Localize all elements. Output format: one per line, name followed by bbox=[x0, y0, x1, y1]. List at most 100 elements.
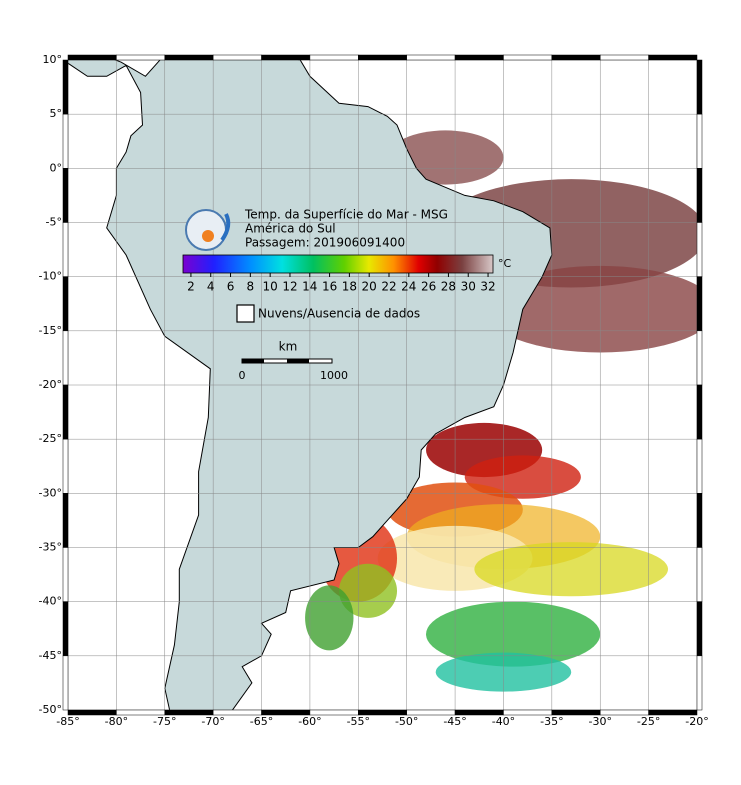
frame-seg bbox=[551, 54, 601, 61]
colorbar bbox=[182, 254, 494, 274]
x-tick-label: -20° bbox=[685, 715, 708, 728]
y-tick-label: 5° bbox=[50, 107, 63, 120]
colorbar-tick-label: 4 bbox=[207, 280, 215, 294]
scale-unit: km bbox=[279, 340, 298, 354]
frame-seg bbox=[116, 709, 166, 716]
frame-seg bbox=[696, 601, 703, 657]
frame-seg bbox=[62, 655, 69, 711]
y-tick-label: -5° bbox=[46, 216, 62, 229]
inpe-logo bbox=[185, 209, 231, 251]
x-tick-label: -50° bbox=[395, 715, 418, 728]
region: América do Sul bbox=[245, 222, 336, 236]
frame-seg bbox=[62, 493, 69, 548]
overlay: Temp. da Superfície do Mar - MSG América… bbox=[182, 208, 512, 382]
frame-seg bbox=[62, 547, 69, 602]
frame-seg bbox=[696, 547, 703, 602]
frame-seg bbox=[696, 59, 703, 115]
colorbar-tick-label: 30 bbox=[461, 280, 476, 294]
x-tick-label: -60° bbox=[298, 715, 321, 728]
frame-seg bbox=[696, 330, 703, 386]
y-tick-label: -25° bbox=[39, 432, 62, 445]
colorbar-tick-label: 28 bbox=[441, 280, 456, 294]
colorbar-tick-label: 16 bbox=[322, 280, 337, 294]
frame-seg bbox=[212, 54, 262, 61]
colorbar-tick-label: 12 bbox=[282, 280, 297, 294]
frame-seg bbox=[67, 709, 117, 716]
frame-seg bbox=[454, 709, 504, 716]
scale-bar-seg bbox=[242, 359, 264, 363]
sst-patch bbox=[338, 563, 398, 618]
frame-seg bbox=[696, 168, 703, 223]
frame-seg bbox=[696, 655, 703, 711]
pass-time: Passagem: 201906091400 bbox=[245, 236, 405, 250]
y-tick-label: -15° bbox=[39, 324, 62, 337]
y-tick-label: -40° bbox=[39, 595, 62, 608]
frame-seg bbox=[261, 709, 311, 716]
legend-swatch bbox=[236, 304, 255, 323]
plot-area bbox=[68, 60, 697, 710]
frame-seg bbox=[62, 113, 69, 169]
title: Temp. da Superfície do Mar - MSG bbox=[244, 208, 448, 222]
x-tick-label: -45° bbox=[443, 715, 466, 728]
frame-seg bbox=[62, 168, 69, 223]
frame-seg bbox=[164, 709, 214, 716]
colorbar-tick-label: 26 bbox=[421, 280, 436, 294]
colorbar-tick-label: 6 bbox=[227, 280, 235, 294]
colorbar-tick-label: 32 bbox=[480, 280, 495, 294]
frame-seg bbox=[599, 54, 649, 61]
frame-seg bbox=[696, 438, 703, 494]
frame-seg bbox=[551, 709, 601, 716]
colorbar-tick-label: 22 bbox=[381, 280, 396, 294]
x-tick-label: -30° bbox=[588, 715, 611, 728]
frame-seg bbox=[599, 709, 649, 716]
sst-patch bbox=[305, 585, 354, 651]
x-tick-label: -70° bbox=[201, 715, 224, 728]
frame-seg bbox=[454, 54, 504, 61]
frame-seg bbox=[503, 54, 553, 61]
colorbar-tick-label: 20 bbox=[362, 280, 377, 294]
colorbar-tick-label: 24 bbox=[401, 280, 416, 294]
frame-seg bbox=[358, 709, 407, 716]
y-tick-label: -50° bbox=[39, 703, 62, 716]
scale-bar-seg bbox=[287, 359, 309, 363]
frame-seg bbox=[62, 222, 69, 277]
frame-seg bbox=[309, 709, 359, 716]
sst-patch bbox=[474, 542, 668, 597]
frame-seg bbox=[62, 438, 69, 494]
y-tick-label: 0° bbox=[50, 161, 63, 174]
frame-seg bbox=[696, 222, 703, 277]
x-tick-label: -65° bbox=[250, 715, 273, 728]
x-tick-label: -40° bbox=[492, 715, 515, 728]
frame-seg bbox=[696, 493, 703, 548]
y-tick-label: -30° bbox=[39, 486, 62, 499]
frame-seg bbox=[212, 709, 262, 716]
frame-seg bbox=[309, 54, 359, 61]
frame-seg bbox=[62, 276, 69, 332]
frame-seg bbox=[648, 54, 698, 61]
x-tick-label: -55° bbox=[347, 715, 370, 728]
frame-seg bbox=[358, 54, 407, 61]
x-tick-label: -85° bbox=[56, 715, 79, 728]
frame-seg bbox=[696, 276, 703, 332]
colorbar-unit: °C bbox=[498, 257, 512, 270]
colorbar-tick-label: 10 bbox=[263, 280, 278, 294]
colorbar-tick-label: 14 bbox=[302, 280, 317, 294]
frame-seg bbox=[62, 59, 69, 115]
colorbar-tick-label: 2 bbox=[187, 280, 195, 294]
frame-seg bbox=[62, 330, 69, 386]
frame-seg bbox=[62, 601, 69, 657]
frame-seg bbox=[116, 54, 166, 61]
frame-seg bbox=[406, 709, 456, 716]
y-tick-label: 10° bbox=[43, 53, 63, 66]
frame bbox=[62, 54, 703, 716]
scale-end: 1000 bbox=[320, 369, 348, 382]
frame-seg bbox=[696, 113, 703, 169]
scale-start: 0 bbox=[239, 369, 246, 382]
frame-seg bbox=[648, 709, 698, 716]
frame-seg bbox=[164, 54, 214, 61]
x-tick-label: -35° bbox=[540, 715, 563, 728]
x-tick-label: -75° bbox=[153, 715, 176, 728]
y-tick-label: -10° bbox=[39, 270, 62, 283]
x-tick-label: -25° bbox=[637, 715, 660, 728]
